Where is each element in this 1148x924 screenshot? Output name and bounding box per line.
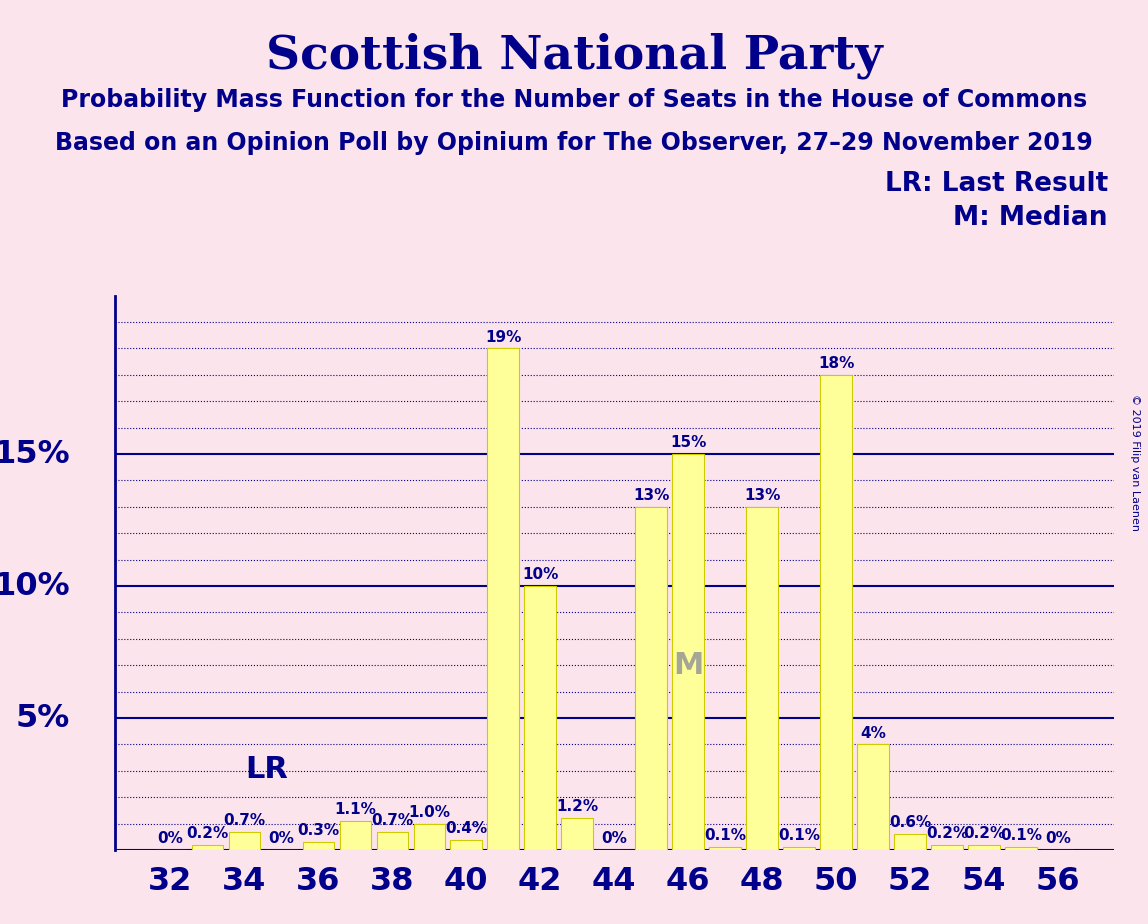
Text: 0.6%: 0.6% [889, 815, 931, 831]
Text: 0%: 0% [1045, 831, 1071, 846]
Text: 0.2%: 0.2% [963, 826, 1006, 841]
Text: 0.7%: 0.7% [371, 812, 413, 828]
Text: 0.2%: 0.2% [926, 826, 968, 841]
Text: 0%: 0% [157, 831, 184, 846]
Text: 10%: 10% [522, 567, 558, 582]
Bar [746, 507, 778, 850]
Bar [525, 586, 556, 850]
Text: 1.1%: 1.1% [334, 802, 377, 817]
Text: 19%: 19% [484, 330, 521, 345]
Text: 0%: 0% [602, 831, 627, 846]
Bar [636, 507, 667, 850]
Text: 13%: 13% [633, 488, 669, 503]
Text: 5%: 5% [16, 702, 70, 734]
Text: Probability Mass Function for the Number of Seats in the House of Commons: Probability Mass Function for the Number… [61, 88, 1087, 112]
Bar [450, 840, 482, 850]
Bar [1006, 847, 1037, 850]
Text: 15%: 15% [0, 439, 70, 469]
Text: Scottish National Party: Scottish National Party [265, 32, 883, 79]
Text: 0.1%: 0.1% [704, 829, 746, 844]
Text: LR: Last Result: LR: Last Result [885, 171, 1108, 197]
Text: 4%: 4% [860, 725, 886, 740]
Bar [673, 454, 704, 850]
Bar [931, 845, 963, 850]
Text: 1.2%: 1.2% [556, 799, 598, 814]
Text: 0%: 0% [269, 831, 294, 846]
Bar [303, 842, 334, 850]
Text: M: Median: M: Median [953, 205, 1108, 231]
Bar [709, 847, 740, 850]
Bar [783, 847, 815, 850]
Text: 0.4%: 0.4% [445, 821, 487, 835]
Text: 0.3%: 0.3% [297, 823, 340, 838]
Text: 18%: 18% [817, 356, 854, 371]
Text: 0.1%: 0.1% [778, 829, 820, 844]
Text: 0.7%: 0.7% [223, 812, 265, 828]
Bar [894, 834, 925, 850]
Bar [858, 745, 889, 850]
Bar [377, 832, 408, 850]
Text: 0.1%: 0.1% [1000, 829, 1042, 844]
Bar [821, 375, 852, 850]
Text: 0.2%: 0.2% [186, 826, 228, 841]
Text: © 2019 Filip van Laenen: © 2019 Filip van Laenen [1130, 394, 1140, 530]
Bar [969, 845, 1000, 850]
Text: M: M [673, 650, 704, 680]
Text: 15%: 15% [670, 435, 706, 450]
Text: LR: LR [245, 755, 288, 784]
Text: 1.0%: 1.0% [409, 805, 450, 820]
Bar [561, 819, 592, 850]
Bar [192, 845, 223, 850]
Text: 13%: 13% [744, 488, 781, 503]
Text: Based on an Opinion Poll by Opinium for The Observer, 27–29 November 2019: Based on an Opinion Poll by Opinium for … [55, 131, 1093, 155]
Bar [340, 821, 371, 850]
Bar [228, 832, 259, 850]
Bar [413, 823, 445, 850]
Bar [488, 348, 519, 850]
Text: 10%: 10% [0, 571, 70, 602]
